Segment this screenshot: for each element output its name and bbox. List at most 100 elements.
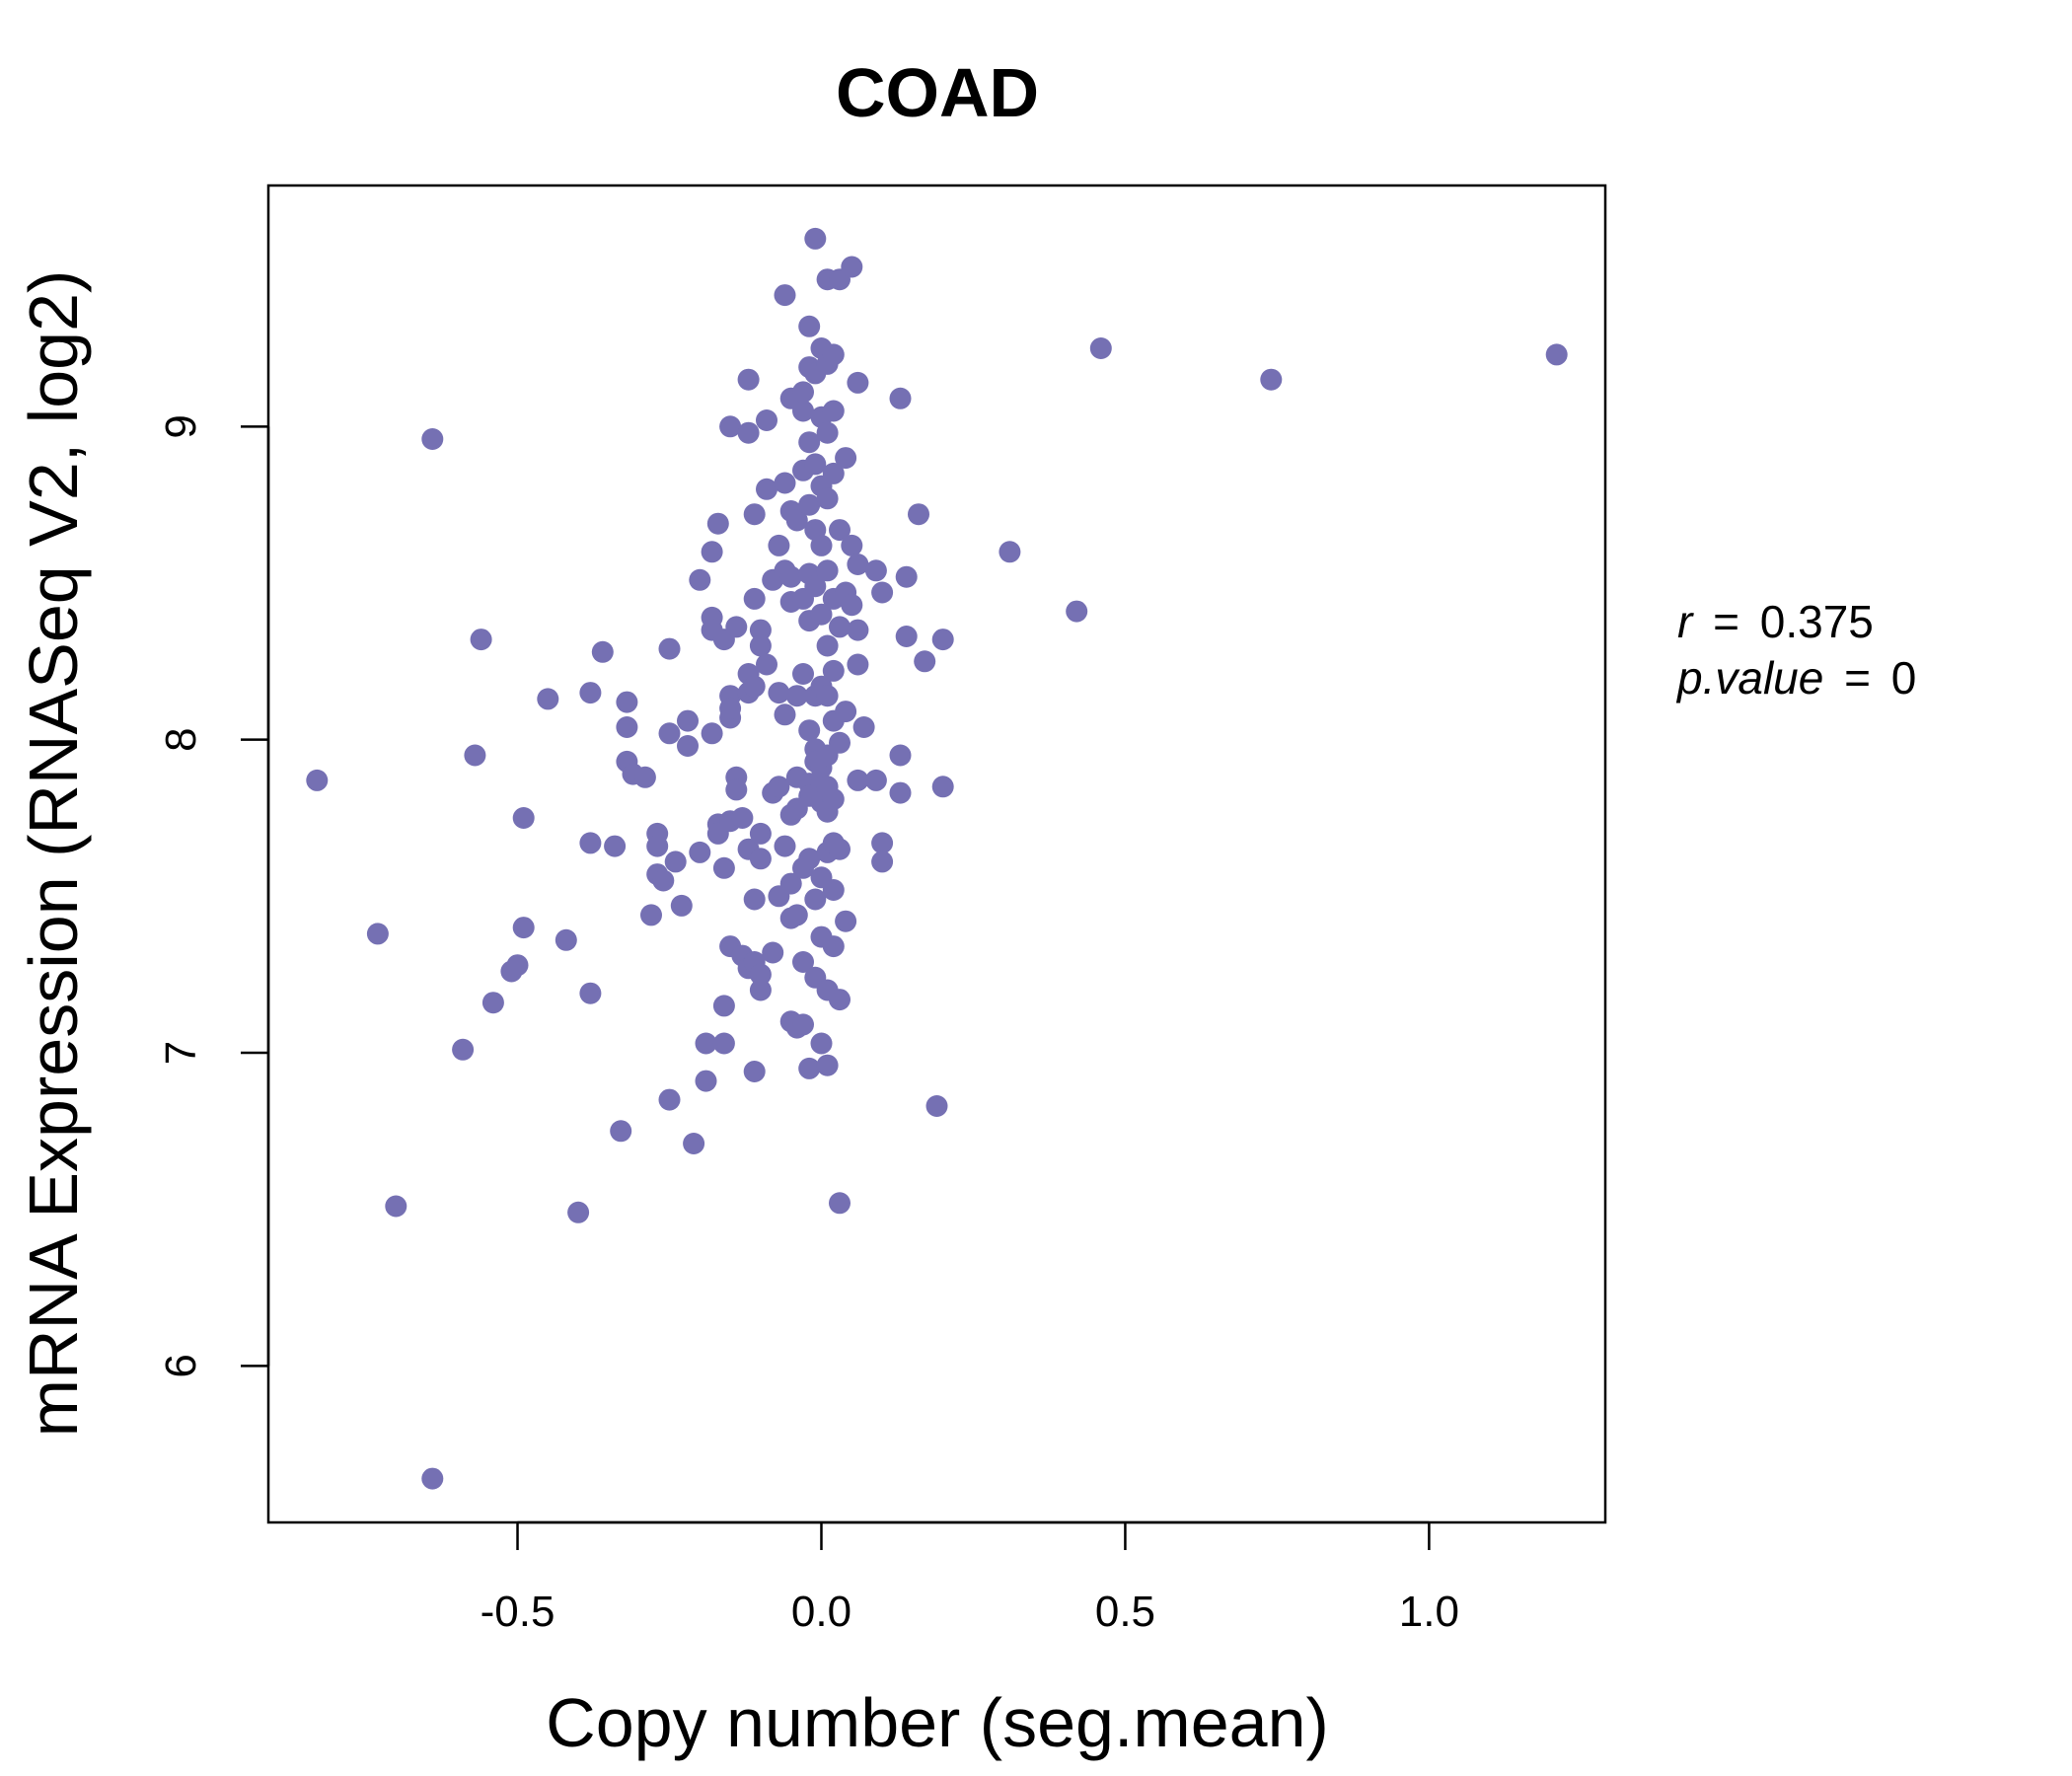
data-point — [829, 519, 851, 542]
data-point — [749, 634, 772, 657]
data-point — [841, 256, 863, 278]
data-point — [725, 778, 748, 801]
x-axis: -0.5 0.0 0.5 1.0 — [481, 1520, 1459, 1636]
data-point — [889, 387, 912, 409]
data-point — [792, 400, 814, 422]
data-point — [847, 554, 869, 575]
data-point — [798, 1057, 821, 1079]
data-point — [579, 682, 602, 704]
data-point — [835, 701, 857, 723]
data-point — [798, 431, 821, 454]
data-point — [537, 688, 559, 710]
data-point — [847, 769, 869, 791]
data-point — [306, 769, 329, 791]
x-tick-label: -0.5 — [481, 1588, 555, 1636]
data-point — [712, 995, 735, 1017]
data-point — [743, 587, 766, 610]
data-point — [1066, 600, 1088, 623]
r-equals: = — [1713, 596, 1739, 647]
data-point — [1260, 368, 1283, 391]
data-point — [829, 1192, 851, 1215]
data-point — [871, 851, 894, 873]
data-point — [774, 835, 796, 857]
data-point — [999, 541, 1021, 563]
data-point — [604, 835, 627, 857]
data-point — [616, 716, 638, 738]
data-point — [719, 697, 742, 719]
data-point — [579, 982, 602, 1004]
y-axis: 6 7 8 9 — [157, 414, 270, 1378]
data-point — [768, 534, 790, 556]
data-point — [591, 640, 614, 663]
data-point — [385, 1195, 407, 1218]
data-point — [756, 478, 777, 500]
data-point — [743, 503, 766, 526]
data-point — [719, 415, 742, 438]
data-point — [768, 682, 790, 704]
data-point — [931, 629, 954, 651]
data-point — [822, 788, 845, 810]
data-point — [774, 472, 796, 494]
data-point — [841, 534, 863, 556]
data-point — [804, 575, 827, 598]
data-point — [749, 963, 772, 986]
data-point — [695, 1070, 717, 1092]
data-point — [464, 744, 486, 767]
data-point — [822, 462, 845, 484]
data-point — [792, 951, 814, 973]
data-point — [852, 716, 875, 738]
data-point — [749, 822, 772, 845]
data-point — [555, 928, 577, 951]
p-value-statistic: p.value = 0 — [1675, 652, 1916, 703]
data-point — [847, 619, 869, 641]
data-point — [768, 776, 790, 798]
data-point — [1545, 343, 1568, 366]
data-point — [847, 371, 869, 394]
data-point — [756, 409, 777, 431]
data-point — [640, 904, 662, 926]
data-point — [914, 650, 936, 673]
data-point — [864, 769, 887, 791]
data-point — [658, 637, 681, 660]
data-point — [743, 888, 766, 911]
data-point — [567, 1201, 590, 1223]
data-point — [695, 1032, 717, 1055]
data-point — [646, 835, 669, 857]
data-point — [816, 487, 839, 510]
data-point — [749, 619, 772, 641]
data-point — [804, 227, 827, 250]
data-point — [792, 1013, 814, 1036]
x-tick-label: 0.0 — [791, 1588, 851, 1636]
data-point — [785, 904, 808, 926]
y-tick-label: 8 — [157, 727, 205, 751]
y-tick-label: 6 — [157, 1354, 205, 1377]
data-point — [871, 832, 894, 854]
data-point — [810, 1032, 833, 1055]
data-point — [762, 941, 784, 964]
data-point — [683, 1133, 705, 1154]
data-point — [792, 381, 814, 404]
data-point — [822, 343, 845, 366]
p-value-label: p.value — [1675, 652, 1823, 703]
data-point — [889, 781, 912, 804]
data-point — [701, 541, 723, 563]
data-point — [670, 894, 693, 917]
data-point — [652, 869, 675, 892]
data-point — [816, 685, 839, 707]
r-label: r — [1677, 596, 1694, 647]
y-tick-label: 7 — [157, 1041, 205, 1065]
y-tick-label: 9 — [157, 414, 205, 438]
data-point — [743, 675, 766, 698]
data-point — [847, 653, 869, 676]
data-point — [725, 616, 748, 638]
r-value: 0.375 — [1760, 596, 1874, 647]
data-point — [816, 559, 839, 582]
data-point — [816, 421, 839, 444]
data-point — [829, 838, 851, 860]
x-tick-label: 1.0 — [1399, 1588, 1459, 1636]
plot-frame — [266, 184, 1607, 1524]
chart-title: COAD — [836, 54, 1039, 131]
data-point — [925, 1095, 948, 1117]
data-point — [822, 659, 845, 682]
